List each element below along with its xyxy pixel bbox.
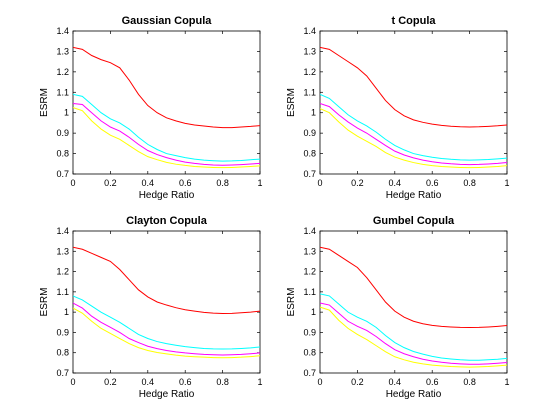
axes-box xyxy=(72,30,261,175)
series-line-1 xyxy=(73,246,260,315)
x-tick-label: 0.2 xyxy=(104,377,117,387)
x-tick-label: 0.2 xyxy=(104,178,117,188)
series-line-3 xyxy=(320,103,507,166)
t-copula-panel: 0 0.2 0.4 0.6 0.8 1 0.7 0.8 0.9 1 1.1 1.2 1.3 1.4 t Co… xyxy=(286,15,510,201)
y-tick-label: 1.4 xyxy=(56,26,69,36)
y-tick-label: 0.7 xyxy=(56,169,69,179)
series-line-2 xyxy=(320,93,507,161)
y-tick-label: 0.7 xyxy=(56,368,69,378)
axes-box xyxy=(319,30,508,175)
x-tick-label: 0.4 xyxy=(142,178,155,188)
y-tick-label: 1.1 xyxy=(303,287,316,297)
clayton-copula-panel: 0 0.2 0.4 0.6 0.8 1 0.7 0.8 0.9 1 1.1 1.2 1.3 1.4 Clay… xyxy=(39,215,263,400)
series-line-3 xyxy=(73,302,260,356)
series-line-3 xyxy=(320,302,507,365)
series-line-4 xyxy=(320,306,507,368)
y-tick-label: 1.3 xyxy=(303,246,316,256)
series-line-2 xyxy=(73,295,260,350)
x-tick-label: 0.8 xyxy=(216,178,229,188)
x-axis-label: Hedge Ratio xyxy=(139,190,195,201)
x-tick-label: 0.4 xyxy=(389,377,402,387)
y-tick-label: 0.9 xyxy=(56,327,69,337)
x-tick-label: 0.6 xyxy=(426,178,439,188)
x-tick-label: 1 xyxy=(257,377,262,387)
series-line-4 xyxy=(73,107,260,169)
y-tick-label: 0.7 xyxy=(303,169,316,179)
y-tick-label: 1.4 xyxy=(303,26,316,36)
y-tick-label: 1.3 xyxy=(303,46,316,56)
x-tick-label: 0 xyxy=(317,178,322,188)
x-axis-label: Hedge Ratio xyxy=(386,190,442,201)
series-line-2 xyxy=(320,293,507,361)
y-tick-label: 1.4 xyxy=(303,226,316,236)
x-axis-label: Hedge Ratio xyxy=(139,389,195,400)
chart-title: Clayton Copula xyxy=(126,215,208,227)
x-tick-label: 1 xyxy=(504,178,509,188)
x-tick-label: 1 xyxy=(504,377,509,387)
x-tick-label: 0.4 xyxy=(142,377,155,387)
x-tick-label: 0 xyxy=(70,178,75,188)
y-tick-label: 0.8 xyxy=(56,348,69,358)
y-tick-label: 0.7 xyxy=(303,368,316,378)
series-line-1 xyxy=(73,46,260,129)
y-tick-label: 0.8 xyxy=(56,149,69,159)
y-tick-label: 1.4 xyxy=(56,226,69,236)
x-tick-label: 0 xyxy=(317,377,322,387)
y-axis-label: ESRM xyxy=(286,88,297,117)
y-tick-label: 1 xyxy=(311,108,316,118)
y-tick-label: 1.3 xyxy=(56,46,69,56)
y-tick-label: 1 xyxy=(64,307,69,317)
y-tick-label: 0.9 xyxy=(303,128,316,138)
axes-box xyxy=(319,230,508,374)
x-tick-label: 0.8 xyxy=(216,377,229,387)
x-tick-label: 0.6 xyxy=(426,377,439,387)
y-tick-label: 1.3 xyxy=(56,246,69,256)
x-tick-label: 0.2 xyxy=(351,377,364,387)
y-tick-label: 0.9 xyxy=(303,327,316,337)
series-line-2 xyxy=(73,93,260,162)
series-line-1 xyxy=(320,246,507,329)
x-tick-label: 1 xyxy=(257,178,262,188)
y-tick-label: 1 xyxy=(64,108,69,118)
chart-title: Gumbel Copula xyxy=(373,215,455,227)
x-axis-label: Hedge Ratio xyxy=(386,389,442,400)
y-tick-label: 1.1 xyxy=(56,287,69,297)
y-tick-label: 1.2 xyxy=(303,67,316,77)
y-axis-label: ESRM xyxy=(39,288,50,317)
y-tick-label: 1.2 xyxy=(56,267,69,277)
y-tick-label: 0.8 xyxy=(303,149,316,159)
gaussian-copula-panel: 0 0.2 0.4 0.6 0.8 1 0.7 0.8 0.9 1 1.1 1.2 1.3 1.4 Gaus… xyxy=(39,15,263,201)
y-tick-label: 1 xyxy=(311,307,316,317)
y-axis-label: ESRM xyxy=(286,288,297,317)
y-tick-label: 1.1 xyxy=(56,87,69,97)
y-tick-label: 1.1 xyxy=(303,87,316,97)
gumbel-copula-panel: 0 0.2 0.4 0.6 0.8 1 0.7 0.8 0.9 1 1.1 1.2 1.3 1.4 Gumb… xyxy=(286,215,510,400)
x-tick-label: 0.8 xyxy=(463,377,476,387)
chart-title: t Copula xyxy=(392,15,437,27)
y-tick-label: 0.8 xyxy=(303,348,316,358)
x-tick-label: 0.6 xyxy=(179,178,192,188)
x-tick-label: 0.2 xyxy=(351,178,364,188)
series-line-4 xyxy=(73,307,260,359)
x-tick-label: 0 xyxy=(70,377,75,387)
chart-title: Gaussian Copula xyxy=(122,15,213,27)
y-tick-label: 1.2 xyxy=(303,267,316,277)
x-tick-label: 0.6 xyxy=(179,377,192,387)
series-line-1 xyxy=(320,46,507,128)
y-tick-label: 1.2 xyxy=(56,67,69,77)
y-axis-label: ESRM xyxy=(39,88,50,117)
series-line-3 xyxy=(73,103,260,166)
x-tick-label: 0.4 xyxy=(389,178,402,188)
series-line-4 xyxy=(320,108,507,169)
axes-box xyxy=(72,230,261,374)
x-tick-label: 0.8 xyxy=(463,178,476,188)
y-tick-label: 0.9 xyxy=(56,128,69,138)
